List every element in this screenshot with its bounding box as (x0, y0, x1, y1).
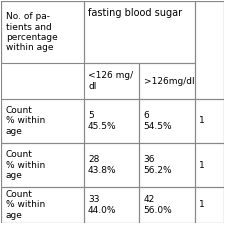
Text: Count
% within
age: Count % within age (6, 150, 45, 180)
Bar (84, 187, 139, 223)
Text: 42
56.0%: 42 56.0% (144, 195, 172, 215)
Text: fasting blood sugar: fasting blood sugar (88, 8, 182, 18)
Bar (195, 1, 224, 99)
Text: >126mg/dl: >126mg/dl (144, 76, 194, 86)
Bar (84, 143, 139, 187)
Bar (195, 143, 224, 187)
Text: 33
44.0%: 33 44.0% (88, 195, 117, 215)
Bar (1, 1, 84, 63)
Text: 28
43.8%: 28 43.8% (88, 155, 117, 175)
Text: 1: 1 (199, 116, 205, 125)
Text: 1: 1 (199, 161, 205, 170)
Bar (139, 99, 195, 143)
Text: Count
% within
age: Count % within age (6, 106, 45, 136)
Text: 36
56.2%: 36 56.2% (144, 155, 172, 175)
Text: 5
45.5%: 5 45.5% (88, 111, 117, 130)
Bar (84, 1, 195, 63)
Text: 1: 1 (199, 200, 205, 209)
Bar (84, 99, 139, 143)
Text: Count
% within
age: Count % within age (6, 190, 45, 220)
Bar (195, 187, 224, 223)
Bar (84, 63, 139, 99)
Text: No. of pa-
tients and
percentage
within age: No. of pa- tients and percentage within … (6, 12, 58, 52)
Text: <126 mg/
dl: <126 mg/ dl (88, 71, 133, 91)
Bar (139, 143, 195, 187)
Bar (1, 187, 84, 223)
Bar (139, 187, 195, 223)
Bar (195, 99, 224, 143)
Bar (1, 143, 84, 187)
Bar (139, 63, 195, 99)
Bar (1, 99, 84, 143)
Text: 6
54.5%: 6 54.5% (144, 111, 172, 130)
